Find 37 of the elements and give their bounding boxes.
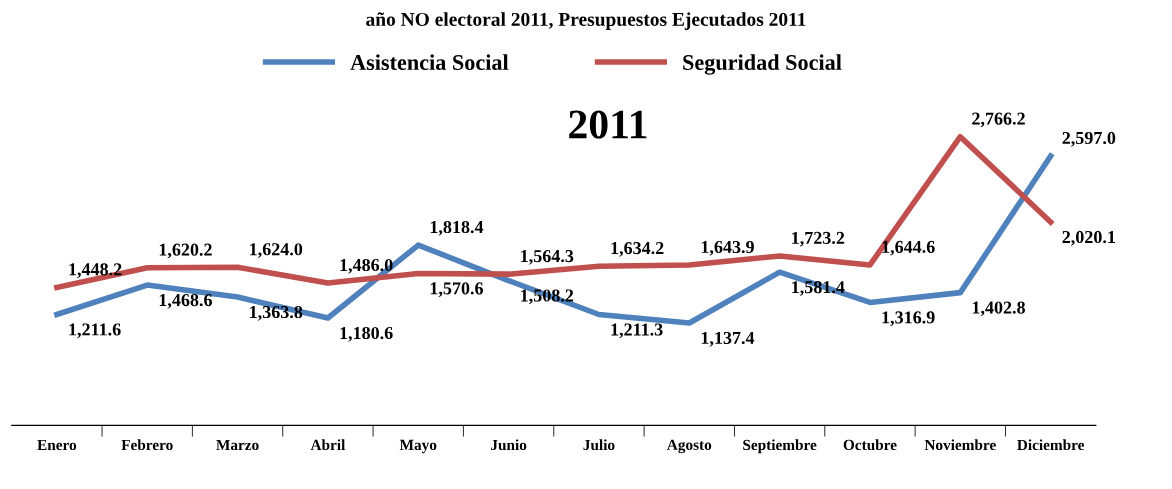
data-label: 1,316.9	[882, 311, 935, 327]
data-label: 1,634.2	[611, 242, 664, 257]
x-tick-label: Diciembre	[1017, 439, 1085, 451]
data-label: 1,570.6	[430, 282, 484, 298]
data-label: 1,137.4	[701, 331, 755, 347]
x-tick-label: Mayo	[399, 439, 437, 454]
x-tick-label: Enero	[37, 439, 77, 451]
x-tick-label: Febrero	[121, 439, 173, 451]
data-label: 1,643.9	[701, 240, 754, 256]
data-label: 1,448.2	[69, 263, 122, 279]
x-tick-label: Abril	[310, 439, 346, 451]
data-label: 1,564.3	[521, 250, 574, 265]
x-tick-label: Septiembre	[743, 439, 817, 454]
data-label: 1,363.8	[250, 305, 303, 321]
data-label: 1,180.6	[340, 326, 393, 342]
data-label: 2,766.2	[972, 112, 1025, 128]
data-label: 1,723.2	[792, 231, 845, 247]
annotation: 2011	[569, 110, 647, 139]
x-tick-label: Agosto	[666, 439, 712, 454]
data-label: 1,624.0	[250, 243, 303, 258]
data-label: 1,620.2	[159, 243, 212, 259]
chart-title: año NO electoral 2011, Presupuestos Ejecutados 2011	[366, 12, 806, 30]
data-label: 2,020.1	[1062, 230, 1115, 246]
x-tick-label: Julio	[583, 439, 615, 451]
data-label: 1,211.3	[611, 323, 663, 339]
data-label: 1,468.6	[159, 293, 212, 309]
data-label: 1,402.8	[972, 301, 1025, 317]
x-tick-label: Junio	[491, 439, 527, 451]
data-label: 1,211.6	[69, 323, 121, 339]
data-label: 2,597.0	[1062, 131, 1116, 147]
x-tick-label: Octubre	[843, 439, 897, 451]
legend-label: Seguridad Social	[683, 54, 842, 75]
data-label: 1,644.6	[882, 240, 935, 256]
data-label: 1,818.4	[430, 220, 484, 236]
x-tick-label: Marzo	[216, 439, 259, 451]
legend-label: Asistencia Social	[350, 54, 509, 70]
x-tick-label: Noviembre	[924, 439, 996, 451]
